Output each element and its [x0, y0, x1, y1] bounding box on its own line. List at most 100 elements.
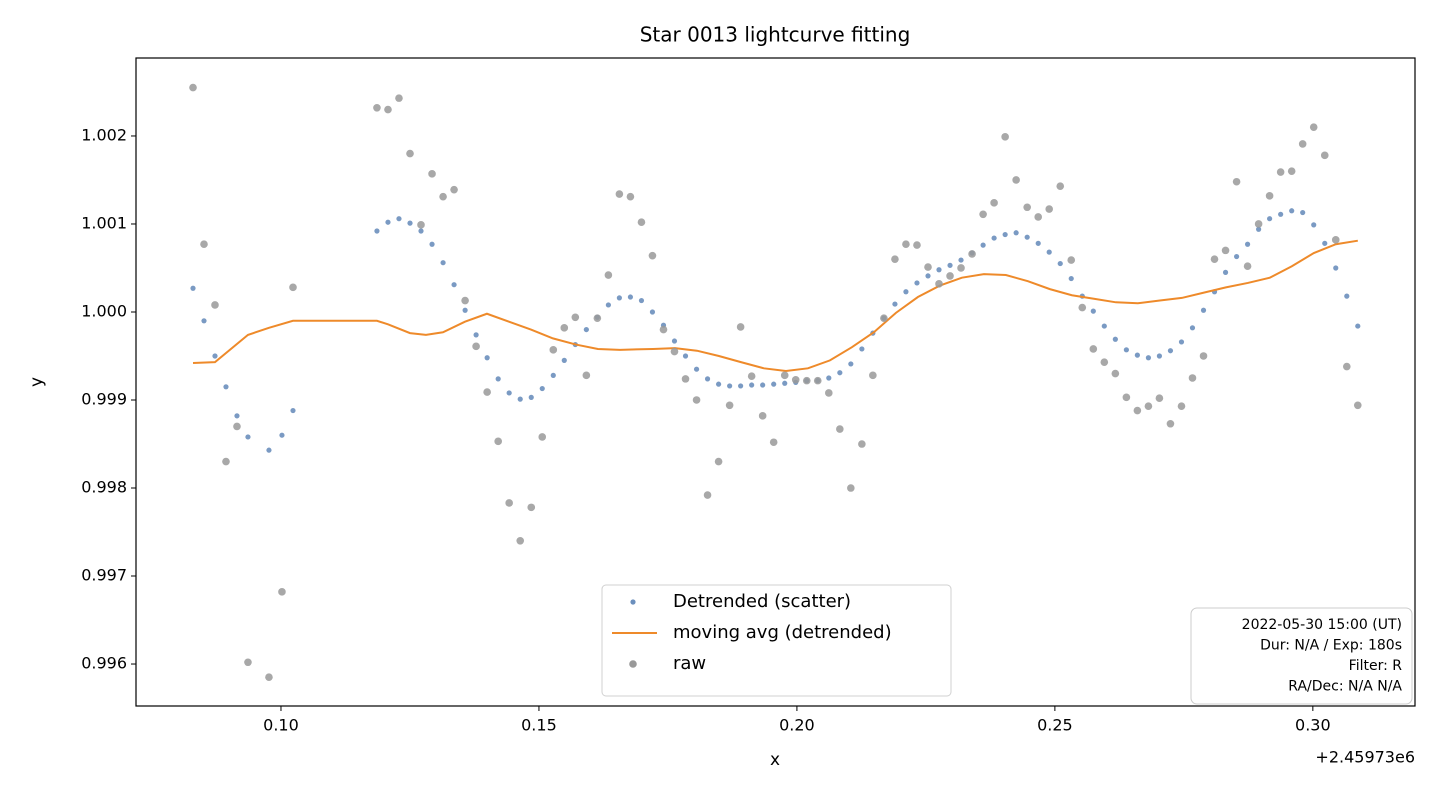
x-offset-label: +2.45973e6: [1315, 748, 1415, 767]
data-point: [1155, 394, 1164, 403]
data-point: [549, 346, 558, 354]
data-point: [1243, 262, 1252, 271]
data-point: [1244, 241, 1251, 247]
data-point: [604, 271, 613, 279]
data-point: [189, 83, 197, 92]
data-point: [1199, 352, 1208, 360]
data-point: [727, 383, 733, 389]
data-point: [715, 381, 722, 387]
data-point: [495, 376, 501, 382]
data-point: [659, 325, 668, 334]
data-point: [936, 267, 942, 273]
data-point: [244, 658, 252, 667]
data-point: [837, 370, 843, 376]
data-point: [233, 422, 241, 431]
data-point: [473, 332, 479, 338]
data-point: [1256, 226, 1262, 232]
legend-swatch: [629, 660, 637, 668]
data-point: [428, 170, 436, 178]
data-point: [279, 432, 285, 438]
data-point: [1188, 374, 1197, 382]
data-point: [979, 210, 987, 219]
data-point: [266, 447, 272, 453]
data-point: [384, 105, 392, 114]
data-point: [406, 149, 414, 158]
data-point: [1123, 347, 1129, 353]
data-point: [859, 346, 865, 352]
data-point: [1034, 213, 1043, 221]
data-point: [1068, 275, 1074, 282]
data-point: [703, 491, 712, 499]
y-tick-label: 0.998: [81, 478, 127, 497]
data-point: [1189, 325, 1196, 331]
info-line: 2022-05-30 15:00 (UT): [1242, 617, 1402, 633]
data-point: [692, 396, 701, 404]
data-point: [1101, 323, 1107, 329]
data-point: [826, 375, 832, 381]
data-point: [924, 263, 932, 271]
data-point: [1112, 336, 1118, 342]
data-point: [561, 357, 567, 363]
data-point: [880, 314, 888, 322]
data-point: [769, 438, 778, 447]
data-point: [1333, 265, 1339, 271]
data-point: [738, 383, 744, 389]
data-point: [760, 382, 766, 388]
data-point: [484, 355, 490, 361]
data-point: [869, 371, 877, 380]
legend-box: [601, 584, 952, 697]
data-point: [462, 307, 468, 313]
data-point: [891, 255, 899, 263]
data-point: [528, 394, 534, 400]
data-point: [1122, 393, 1131, 402]
data-point: [935, 280, 943, 288]
y-tick-label: 1.001: [81, 213, 127, 232]
info-line: Filter: R: [1349, 658, 1403, 674]
plot-area: [189, 83, 1362, 682]
data-point: [1311, 222, 1317, 228]
data-point: [1309, 123, 1318, 131]
data-point: [374, 228, 380, 234]
data-point: [902, 240, 910, 249]
data-point: [725, 401, 734, 410]
data-point: [527, 503, 536, 512]
data-point: [847, 484, 855, 492]
data-point: [451, 282, 457, 288]
data-point: [1200, 307, 1207, 313]
data-point: [373, 104, 381, 112]
data-point: [265, 673, 273, 682]
data-point: [736, 323, 745, 331]
data-point: [1254, 220, 1263, 228]
data-point: [1331, 236, 1340, 244]
info-box: 2022-05-30 15:00 (UT) Dur: N/A / Exp: 180…: [1190, 607, 1413, 705]
data-point: [583, 326, 589, 333]
data-point: [439, 192, 447, 201]
data-point: [1276, 168, 1285, 176]
data-point: [848, 361, 854, 367]
data-point: [550, 372, 556, 378]
data-point: [1298, 140, 1307, 148]
data-point: [290, 407, 296, 414]
y-axis-label: y: [27, 377, 47, 387]
data-point: [234, 413, 240, 419]
data-point: [1278, 211, 1284, 217]
data-point: [1222, 269, 1229, 275]
data-point: [395, 94, 403, 102]
data-point: [1287, 167, 1296, 175]
data-point: [671, 338, 678, 344]
data-point: [506, 390, 512, 396]
data-point: [1167, 348, 1174, 354]
data-point: [505, 499, 513, 507]
data-point: [418, 228, 424, 234]
data-point: [1267, 216, 1273, 222]
data-point: [429, 241, 435, 247]
data-point: [626, 192, 635, 201]
data-point: [1210, 255, 1219, 263]
data-point: [990, 199, 998, 207]
data-point: [1289, 208, 1295, 214]
data-point: [289, 283, 297, 292]
data-point: [1134, 352, 1140, 358]
legend-label: raw: [673, 653, 706, 674]
data-point: [958, 257, 964, 263]
data-point: [212, 353, 218, 359]
